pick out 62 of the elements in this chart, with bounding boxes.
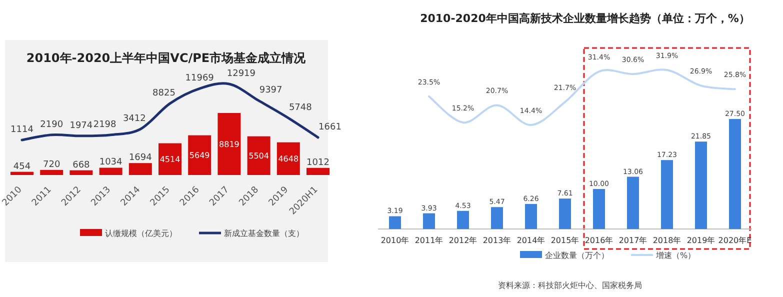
- x-tick-label: 2015年: [550, 236, 580, 245]
- data-label: 1034: [99, 158, 123, 168]
- x-tick-label: 2018年: [652, 236, 682, 245]
- data-label: 3412: [122, 114, 146, 124]
- legend-label: 增速（%）: [655, 251, 696, 260]
- text: 资料来源：科技部火炬中心、国家税务局: [498, 281, 642, 290]
- x-tick-label: 2019年: [686, 236, 716, 245]
- bar: [10, 172, 34, 175]
- bar: [70, 170, 93, 175]
- legend-label: 企业数量（万个）: [545, 251, 609, 260]
- bar: [247, 136, 270, 175]
- x-tick-label: 2016年: [584, 236, 614, 245]
- x-tick-label: 2010年: [380, 236, 410, 245]
- data-label: 1974: [70, 120, 93, 131]
- data-label: 1661: [318, 122, 342, 132]
- bar: [627, 176, 639, 229]
- data-label: 5504: [248, 152, 269, 161]
- data-label: 668: [72, 160, 90, 170]
- x-tick-label: 2020年E: [718, 236, 752, 245]
- data-label: 4514: [160, 155, 180, 164]
- x-tick-label: 2013年: [482, 236, 512, 245]
- bar: [457, 210, 469, 229]
- bar: [423, 213, 435, 229]
- bar: [525, 204, 537, 229]
- bar: [695, 142, 707, 229]
- x-tick-label: 2014年: [516, 236, 546, 245]
- bar: [559, 198, 571, 229]
- chart-title: 2010年-2020上半年中国VC/PE市场基金成立情况: [26, 51, 307, 65]
- data-label: 9397: [259, 86, 282, 96]
- bar: [99, 168, 122, 175]
- legend-label: 新成立基金数量（支）: [224, 229, 304, 238]
- data-label: 5649: [189, 151, 210, 160]
- bar: [276, 142, 300, 175]
- x-tick-label: 2012年: [448, 236, 478, 245]
- chart-title: 2010-2020年中国高新技术企业数量增长趋势（单位：万个，%）: [420, 12, 750, 25]
- legend-label: 认缴规模（亿美元）: [105, 229, 177, 238]
- data-label: 2190: [40, 120, 64, 130]
- data-label: 1012: [306, 158, 330, 168]
- bar: [661, 160, 673, 229]
- data-label: 8825: [152, 88, 176, 98]
- bar: [40, 170, 64, 175]
- bar: [158, 143, 182, 175]
- data-label: 1694: [128, 153, 152, 164]
- data-label: 720: [43, 160, 60, 170]
- bar: [188, 135, 212, 175]
- data-label: 11969: [185, 74, 214, 84]
- data-label: 1114: [10, 125, 34, 135]
- bar: [729, 119, 741, 229]
- bar: [491, 207, 503, 229]
- bar: [128, 163, 152, 175]
- data-label: 12919: [226, 69, 256, 79]
- bar: [218, 113, 241, 175]
- x-tick-label: 2011年: [414, 236, 444, 245]
- data-label: 454: [13, 162, 31, 172]
- data-label: 8819: [219, 140, 240, 149]
- bar: [389, 216, 401, 229]
- bar: [306, 168, 330, 175]
- data-label: 5748: [288, 103, 312, 114]
- data-label: 4648: [278, 154, 299, 164]
- bar: [593, 189, 605, 229]
- x-tick-label: 2017年: [618, 236, 648, 245]
- data-label: 2198: [93, 120, 117, 130]
